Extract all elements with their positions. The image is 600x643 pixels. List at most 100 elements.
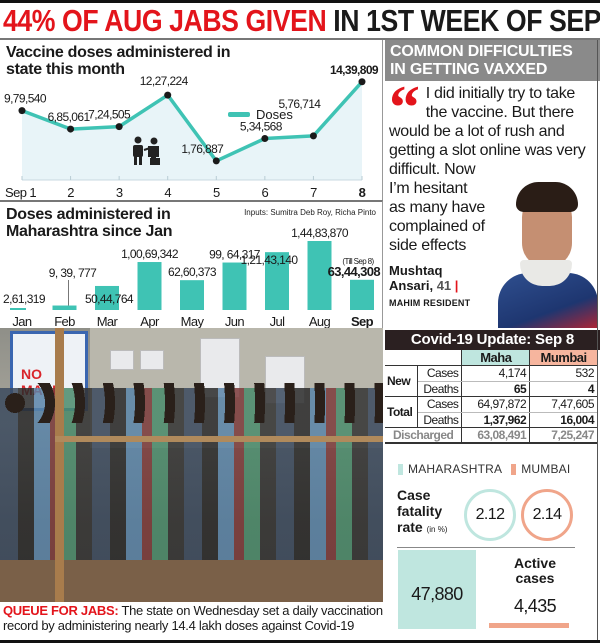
maha-swatch xyxy=(398,463,403,475)
svg-text:1,00,69,342: 1,00,69,342 xyxy=(121,247,179,261)
table-row: Discharged 63,08,491 7,25,247 xyxy=(385,427,598,444)
legend-label: Doses xyxy=(256,107,293,122)
svg-text:5,34,568: 5,34,568 xyxy=(240,120,283,134)
svg-text:Apr: Apr xyxy=(140,314,160,329)
headline-rule xyxy=(0,38,600,40)
table-row: Deaths 65 4 xyxy=(385,381,598,397)
row-label: Deaths xyxy=(417,412,463,428)
covid-table: Maha Mumbai New Cases 4,174 532 Deaths 6… xyxy=(385,350,598,444)
stats-divider xyxy=(397,547,575,548)
age: 41 xyxy=(436,278,452,293)
svg-text:9, 39, 777: 9, 39, 777 xyxy=(49,266,97,280)
legend-mumbai: MUMBAI xyxy=(521,462,571,476)
row-group-new: New xyxy=(385,365,419,397)
cfr-line: rate xyxy=(397,519,423,535)
resident-portrait xyxy=(498,178,598,328)
line-legend: Doses xyxy=(228,107,293,122)
cell: 16,004 xyxy=(529,412,598,428)
svg-text:6: 6 xyxy=(262,185,269,200)
active-title-line: cases xyxy=(515,570,555,586)
quote-mark-icon: “ xyxy=(389,74,420,142)
row-group-total: Total xyxy=(385,396,419,428)
cell: 7,25,247 xyxy=(529,427,598,444)
svg-text:1,44,83,870: 1,44,83,870 xyxy=(291,226,349,240)
row-label-discharged: Discharged xyxy=(385,427,463,444)
covid-update-header: Covid-19 Update: Sep 8 xyxy=(385,330,600,350)
till-note: (Till Sep 8) xyxy=(342,257,374,266)
box-title-2: IN GETTING VAXXED xyxy=(390,61,548,78)
bar-chart-title: Doses administered in Maharashtra since … xyxy=(6,206,173,240)
cell: 64,97,872 xyxy=(461,396,531,413)
svg-text:7: 7 xyxy=(310,185,317,200)
svg-text:Jul: Jul xyxy=(270,314,286,329)
line-chart-panel: 9,79,540 6,85,061 7,24,505 12,27,224 1,76,88… xyxy=(0,40,383,200)
queue-photo: NO MASK xyxy=(0,328,383,602)
quote-line: side effects xyxy=(389,237,467,254)
cfr-label: Case fatality rate (in %) xyxy=(397,487,447,538)
headline-red: 44% OF AUG JABS GIVEN xyxy=(3,3,327,38)
caption-lead: QUEUE FOR JABS: xyxy=(3,603,119,618)
svg-text:50,44,764: 50,44,764 xyxy=(85,292,134,306)
svg-text:6,85,061: 6,85,061 xyxy=(48,110,91,124)
residence: MAHIM RESIDENT xyxy=(389,298,471,308)
row-label: Cases xyxy=(417,396,463,413)
cell: 4 xyxy=(529,381,598,397)
col-mumbai: Mumbai xyxy=(529,350,598,366)
svg-text:2,61,319: 2,61,319 xyxy=(3,292,46,306)
col-maha: Maha xyxy=(461,350,531,366)
quote-attribution: Mushtaq Ansari, 41 | MAHIM RESIDENT xyxy=(389,263,470,311)
bar-chart-panel: Doses administered in Maharashtra since … xyxy=(0,200,383,329)
cell: 1,37,962 xyxy=(461,412,531,428)
legend-swatch xyxy=(228,112,250,117)
x-ticks xyxy=(21,176,363,180)
top-rule xyxy=(0,0,600,3)
svg-text:Sep: Sep xyxy=(351,314,374,329)
svg-text:Sep 1: Sep 1 xyxy=(5,185,36,200)
svg-text:63,44,308: 63,44,308 xyxy=(328,264,381,279)
portrait-hair xyxy=(516,182,578,212)
svg-text:12,27,224: 12,27,224 xyxy=(140,74,189,88)
svg-text:Feb: Feb xyxy=(54,314,75,329)
quote-line: getting a slot online was very xyxy=(389,142,586,159)
bar-title-1: Doses administered in xyxy=(6,206,171,223)
svg-text:Mar: Mar xyxy=(97,314,119,329)
active-maha: 47,880 xyxy=(398,550,476,629)
svg-text:5,76,714: 5,76,714 xyxy=(278,97,321,111)
vaccination-people-icon xyxy=(133,136,160,165)
region-legend: MAHARASHTRA MUMBAI xyxy=(398,462,570,476)
cfr-line: Case xyxy=(397,487,431,503)
svg-text:1,21,43,140: 1,21,43,140 xyxy=(241,253,299,267)
cfr-maha: 2.12 xyxy=(464,489,516,541)
svg-text:62,60,373: 62,60,373 xyxy=(168,265,217,279)
line-series xyxy=(18,78,366,165)
caption-body: The state on Wednesday set a daily vacci… xyxy=(3,603,383,633)
active-mumbai-bar xyxy=(489,623,569,628)
active-title-line: Active xyxy=(513,555,557,571)
bar-title-2: Maharashtra since Jan xyxy=(6,223,173,240)
table-row: Total Cases 64,97,872 7,47,605 xyxy=(385,396,598,428)
cell: 65 xyxy=(461,381,531,397)
mumbai-swatch xyxy=(511,463,517,475)
svg-text:1,76,887: 1,76,887 xyxy=(181,142,224,156)
line-title-1: Vaccine doses administered in xyxy=(6,44,231,61)
cfr-mumbai: 2.14 xyxy=(521,489,573,541)
table-row: New Cases 4,174 532 xyxy=(385,365,598,397)
bar-month-labels: Jan Feb Mar Apr May Jun Jul Aug Sep xyxy=(12,314,374,329)
line-title-2: state this month xyxy=(6,61,125,78)
photo-poster xyxy=(140,350,164,370)
quote-line: I did initially try to take xyxy=(425,85,576,102)
svg-text:Jun: Jun xyxy=(225,314,245,329)
quote: “ I did initially try to take the vaccin… xyxy=(389,74,597,255)
covid-header-row: Maha Mumbai xyxy=(385,350,598,366)
right-border xyxy=(597,40,598,640)
headline: 44% OF AUG JABS GIVEN IN 1ST WEEK OF SEP xyxy=(3,3,600,38)
separator: | xyxy=(454,278,459,293)
svg-text:Jan: Jan xyxy=(12,314,32,329)
svg-text:5: 5 xyxy=(213,185,220,200)
x-tick-labels: Sep 1 2 3 4 5 6 7 8 xyxy=(5,185,366,200)
inputs-credit: Inputs: Sumitra Deb Roy, Richa Pinto xyxy=(244,208,376,217)
active-cases-title: Active cases xyxy=(505,556,565,586)
